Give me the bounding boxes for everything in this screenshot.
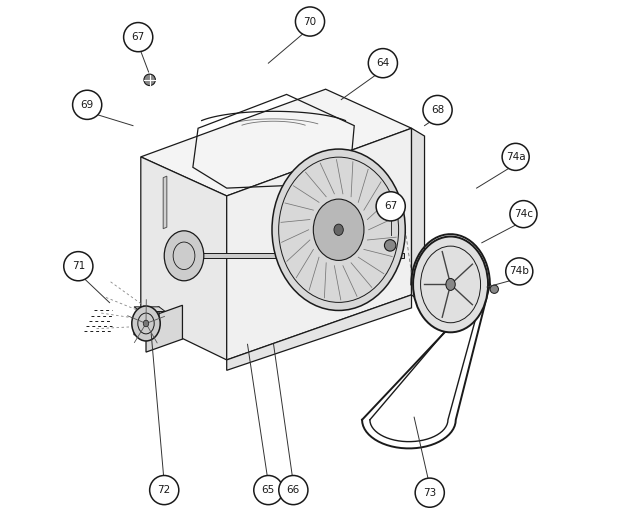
Polygon shape bbox=[134, 307, 166, 312]
Circle shape bbox=[64, 252, 93, 281]
Ellipse shape bbox=[490, 285, 498, 293]
Text: 73: 73 bbox=[423, 488, 436, 497]
Ellipse shape bbox=[334, 224, 343, 235]
Polygon shape bbox=[141, 157, 227, 360]
Polygon shape bbox=[227, 128, 412, 360]
Ellipse shape bbox=[313, 199, 364, 260]
Ellipse shape bbox=[384, 240, 396, 251]
Polygon shape bbox=[163, 176, 167, 229]
Circle shape bbox=[368, 49, 397, 78]
Text: 72: 72 bbox=[157, 485, 171, 495]
Ellipse shape bbox=[144, 74, 156, 86]
Ellipse shape bbox=[413, 236, 488, 333]
Polygon shape bbox=[141, 89, 412, 196]
Circle shape bbox=[123, 22, 153, 52]
Circle shape bbox=[423, 96, 452, 125]
Text: 74b: 74b bbox=[510, 266, 529, 277]
Circle shape bbox=[254, 476, 283, 505]
Ellipse shape bbox=[446, 278, 455, 290]
Circle shape bbox=[295, 7, 325, 36]
Polygon shape bbox=[146, 305, 182, 352]
Text: 71: 71 bbox=[72, 261, 85, 271]
Text: 67: 67 bbox=[131, 32, 145, 42]
Polygon shape bbox=[180, 253, 404, 258]
Text: 74a: 74a bbox=[506, 152, 526, 162]
Text: 65: 65 bbox=[262, 485, 275, 495]
Circle shape bbox=[376, 192, 405, 221]
Ellipse shape bbox=[132, 306, 160, 341]
Circle shape bbox=[506, 258, 533, 285]
Text: 68: 68 bbox=[431, 105, 444, 115]
Circle shape bbox=[149, 476, 179, 505]
Text: 67: 67 bbox=[384, 201, 397, 211]
Circle shape bbox=[279, 476, 308, 505]
Text: eReplacementParts.com: eReplacementParts.com bbox=[238, 255, 382, 267]
Polygon shape bbox=[412, 128, 425, 305]
Text: 74c: 74c bbox=[514, 209, 533, 219]
Circle shape bbox=[510, 200, 537, 228]
Circle shape bbox=[415, 478, 445, 507]
Text: 64: 64 bbox=[376, 58, 389, 68]
Text: 66: 66 bbox=[286, 485, 300, 495]
Circle shape bbox=[502, 144, 529, 170]
Circle shape bbox=[73, 90, 102, 120]
Ellipse shape bbox=[143, 320, 149, 327]
Polygon shape bbox=[227, 295, 412, 370]
Ellipse shape bbox=[272, 149, 405, 311]
Text: 69: 69 bbox=[81, 100, 94, 110]
Polygon shape bbox=[134, 307, 159, 335]
Ellipse shape bbox=[164, 231, 204, 281]
Text: 70: 70 bbox=[303, 17, 317, 27]
